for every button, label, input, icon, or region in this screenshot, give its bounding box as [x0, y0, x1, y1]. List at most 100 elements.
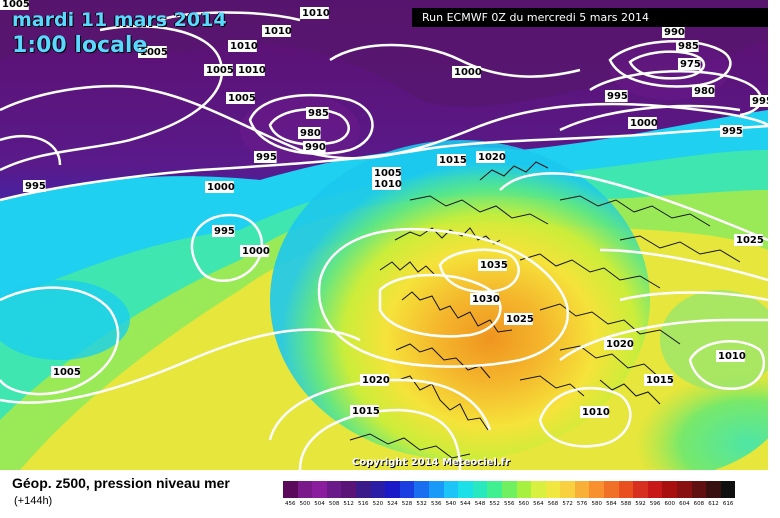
- scale-swatch: [691, 481, 707, 498]
- scale-label: 580: [591, 501, 603, 507]
- isobar-label-bg: [138, 46, 167, 58]
- isobar-label: 995: [214, 226, 235, 237]
- isobar-label-bg: [262, 25, 291, 37]
- isobar-label: 1020: [478, 152, 506, 163]
- isobar-label-bg: [504, 313, 533, 325]
- isobar-label-bg: [750, 95, 768, 107]
- scale-swatch: [472, 481, 488, 498]
- scale-swatch: [677, 481, 692, 498]
- scale-swatch: [706, 481, 721, 498]
- isobar-label-bg: [300, 7, 329, 19]
- isobar-label: 1010: [718, 351, 746, 362]
- isobar-label: 1010: [230, 41, 258, 52]
- copyright-text: Copyright 2014 Meteociel.fr: [352, 457, 510, 468]
- isobar-label-bg: [350, 405, 379, 417]
- isobar-label: 1020: [362, 375, 390, 386]
- isobar-label: 1005: [228, 93, 256, 104]
- isobar-label-bg: [692, 85, 715, 97]
- scale-label: 536: [430, 501, 442, 507]
- scale-swatch: [501, 481, 517, 498]
- scale-label: 532: [416, 501, 427, 507]
- scale-swatch: [545, 481, 561, 498]
- scale-label: 596: [649, 501, 661, 507]
- weather-map: 1005 1005 1010 1010 1005 1010 1010 1005 985 980 99…: [0, 0, 768, 470]
- isobar-label: 1005: [206, 65, 234, 76]
- scale-swatch: [428, 481, 444, 498]
- isobar-label-bg: [734, 234, 763, 246]
- isobar-label-bg: [644, 374, 673, 386]
- scale-label: 504: [314, 501, 325, 507]
- scale-swatch: [297, 481, 313, 498]
- scale-swatch: [487, 481, 502, 498]
- isobar-label-bg: [662, 26, 685, 38]
- isobar-label: 1000: [630, 118, 658, 129]
- scale-swatch: [312, 481, 327, 498]
- scale-swatch: [414, 481, 429, 498]
- isobar-label-bg: [303, 141, 326, 153]
- isobar-label: 1025: [506, 314, 534, 325]
- isobar-label-bg: [628, 117, 657, 129]
- isobar-label: 1015: [352, 406, 380, 417]
- scale-swatch: [618, 481, 634, 498]
- isobar-label-bg: [372, 178, 401, 190]
- isobar-label: 980: [300, 128, 321, 139]
- isobar-label-bg: [0, 0, 29, 10]
- isobar-label-bg: [212, 225, 235, 237]
- isobar-label: 1005: [374, 168, 402, 179]
- scale-swatch: [560, 481, 575, 498]
- isobar-label: 1000: [207, 182, 235, 193]
- scale-swatch: [370, 481, 386, 498]
- scale-label: 572: [562, 501, 573, 507]
- isobar-label: 975: [680, 59, 701, 70]
- scale-label: 544: [460, 501, 471, 507]
- isobar-label: 1005: [2, 0, 30, 10]
- scale-swatch: [647, 481, 663, 498]
- scale-label: 608: [693, 501, 705, 507]
- isobar-label-bg: [605, 90, 628, 102]
- isobar-label: 1035: [480, 260, 508, 271]
- isobar-label: 990: [664, 27, 685, 38]
- isobar-label-bg: [678, 58, 701, 70]
- east-green: [660, 290, 768, 390]
- isobar-label-bg: [298, 127, 321, 139]
- scale-swatch: [574, 481, 590, 498]
- isobar-label-bg: [476, 151, 505, 163]
- isobar-label-bg: [236, 64, 265, 76]
- isobar-label: 1015: [439, 155, 467, 166]
- isobar-label: 1000: [242, 246, 270, 257]
- coastlines: [349, 161, 741, 459]
- scale-label: 568: [547, 501, 559, 507]
- scale-swatch: [662, 481, 678, 498]
- scale-swatch: [283, 481, 298, 498]
- isobar-label: 980: [694, 86, 715, 97]
- isobar-label-bg: [360, 374, 389, 386]
- isobar-label-bg: [437, 154, 466, 166]
- isobar-label: 1010: [264, 26, 292, 37]
- scale-swatch: [385, 481, 400, 498]
- isobar-label: 1005: [53, 367, 81, 378]
- isobar-label: 1025: [736, 235, 764, 246]
- scale-label: 616: [722, 501, 734, 507]
- isobar-label: 995: [722, 126, 743, 137]
- isobar-label: 1010: [582, 407, 610, 418]
- isobar-label: 995: [256, 152, 277, 163]
- scale-label: 548: [474, 501, 486, 507]
- scale-label: 516: [358, 501, 369, 507]
- isobar-label: 995: [752, 96, 768, 107]
- isobar-label-bg: [452, 66, 481, 78]
- scale-swatch: [589, 481, 605, 498]
- isobar-label: 1020: [606, 339, 634, 350]
- isobar-label: 1030: [472, 294, 500, 305]
- isobar-label: 990: [305, 142, 326, 153]
- scale-label: 524: [387, 501, 398, 507]
- forecast-date: mardi 11 mars 2014: [12, 9, 227, 31]
- isobar-label-bg: [372, 167, 401, 179]
- scale-label: 552: [489, 501, 500, 507]
- isobar-label-bg: [228, 40, 257, 52]
- scale-swatch: [341, 481, 356, 498]
- scale-label: 564: [533, 501, 544, 507]
- map-title: Géop. z500, pression niveau mer: [12, 475, 230, 491]
- isobar-label-bg: [254, 151, 277, 163]
